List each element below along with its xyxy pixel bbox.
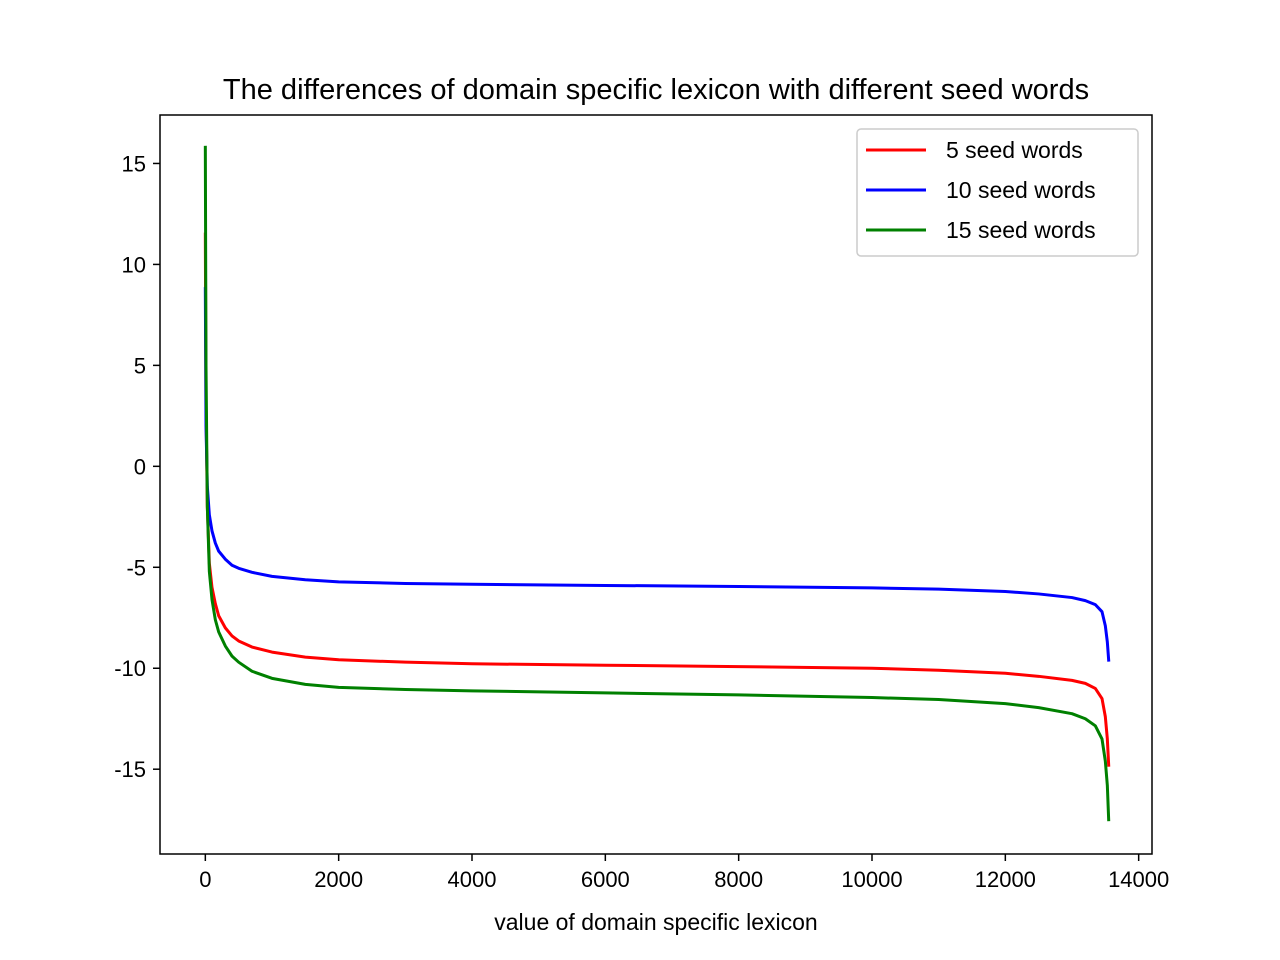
series-line-1 [203, 232, 1111, 767]
y-tick-label: -15 [114, 757, 146, 782]
x-tick-label: 6000 [581, 867, 630, 892]
legend-items: 5 seed words 10 seed words 15 seed words [866, 137, 1096, 243]
x-tick-label: 10000 [841, 867, 902, 892]
x-tick-label: 12000 [975, 867, 1036, 892]
x-axis-label: value of domain specific lexicon [494, 909, 817, 935]
series-line-3 [203, 145, 1111, 822]
chart-title: The differences of domain specific lexic… [223, 74, 1089, 106]
legend: 5 seed words 10 seed words 15 seed words [856, 128, 1139, 257]
y-axis-ticks: 15 10 5 0 -5 -10 -15 [114, 151, 160, 782]
y-tick-label: 10 [122, 252, 146, 277]
x-tick-label: 0 [199, 867, 211, 892]
y-tick-label: 0 [134, 454, 146, 479]
legend-label: 15 seed words [946, 217, 1096, 243]
y-tick-label: 5 [134, 353, 146, 378]
x-tick-label: 2000 [314, 867, 363, 892]
plot-frame [159, 114, 1153, 855]
series-line-2 [203, 287, 1111, 662]
x-tick-label: 4000 [448, 867, 497, 892]
series-layer [203, 145, 1111, 822]
y-tick-label: -5 [126, 555, 146, 580]
x-axis-ticks: 0 2000 4000 6000 8000 10000 12000 14000 [199, 854, 1169, 892]
x-tick-label: 8000 [714, 867, 763, 892]
legend-box [856, 128, 1139, 257]
legend-label: 10 seed words [946, 177, 1096, 203]
legend-label: 5 seed words [946, 137, 1083, 163]
y-tick-label: -10 [114, 656, 146, 681]
x-tick-label: 14000 [1108, 867, 1169, 892]
y-tick-label: 15 [122, 151, 146, 176]
